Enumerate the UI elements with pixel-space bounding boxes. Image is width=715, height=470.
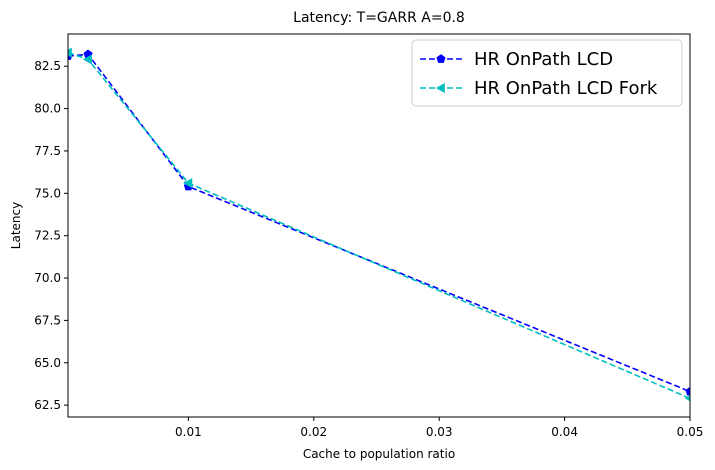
axes-frame [67,33,691,418]
x-tick-label: 0.04 [551,425,578,439]
y-tick-label: 75.0 [34,186,61,200]
legend-label: HR OnPath LCD Fork [474,78,658,99]
legend-label: HR OnPath LCD [474,49,613,70]
y-tick-label: 72.5 [34,229,61,243]
y-tick-label: 70.0 [34,271,61,285]
x-axis-label: Cache to population ratio [303,447,455,461]
series-1-point [685,386,690,396]
legend-marker [436,54,446,63]
y-tick-label: 77.5 [34,144,61,158]
plot-area [68,47,690,402]
y-axis-label: Latency [9,202,23,249]
axes: 0.01 0.02 0.03 0.04 0.05 62.5 65.0 67.5 70.0 72.5… [34,33,704,439]
legend: HR OnPath LCD HR OnPath LCD Fork [411,39,683,107]
series-2-point [82,54,92,65]
y-tick-label: 82.5 [34,59,61,73]
legend-box [411,39,683,107]
series-2-line [68,51,690,400]
y-tick-label: 65.0 [34,356,61,370]
x-tick-label: 0.05 [677,425,704,439]
x-tick-label: 0.01 [175,425,202,439]
y-tick-label: 80.0 [34,102,61,116]
x-tick-label: 0.02 [300,425,327,439]
series-2-point [183,178,193,189]
series-2-point [68,47,72,58]
y-tick-label: 67.5 [34,313,61,327]
chart-title: Latency: T=GARR A=0.8 [293,10,465,26]
x-tick-label: 0.03 [426,425,453,439]
y-tick-label: 62.5 [34,398,61,412]
legend-marker [435,82,445,94]
